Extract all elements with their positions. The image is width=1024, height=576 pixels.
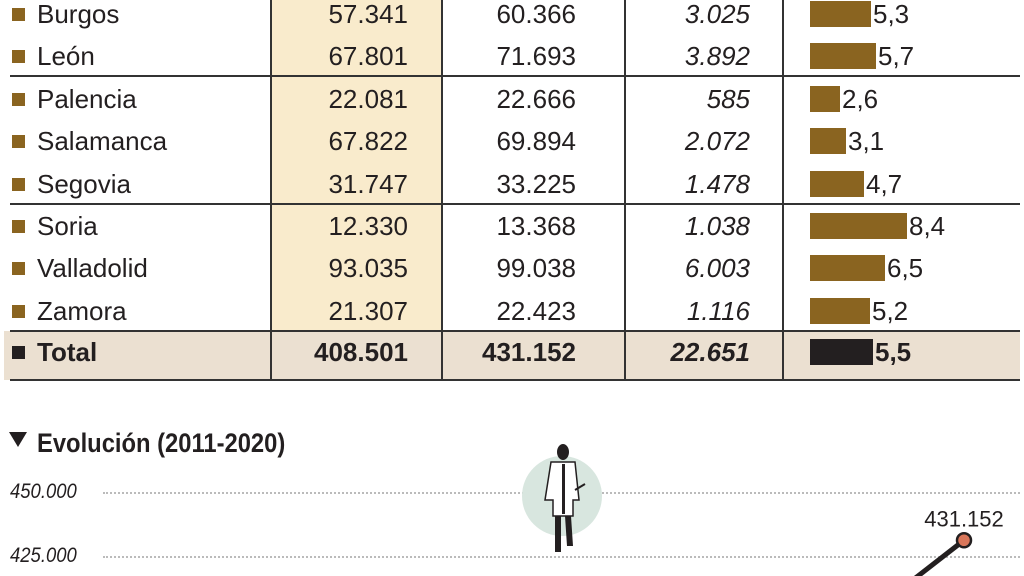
province-name: Segovia [37,168,131,199]
divider [10,379,1020,381]
value-col3: 3.892 [684,41,750,72]
value-col3: 1.478 [684,168,750,199]
value-col1: 22.081 [328,83,408,114]
percent-bar [810,128,846,155]
table-row: Soria 12.330 13.368 1.038 8,4 [0,205,1024,247]
value-col1: 67.801 [328,41,408,72]
highlight-column [270,0,441,331]
square-bullet-icon [12,92,25,106]
province-name: Salamanca [37,126,168,157]
percent-label: 8,4 [909,211,946,241]
percent-bar [810,255,885,282]
value-col2: 13.368 [496,211,576,241]
divider [10,203,1020,205]
table-row: Segovia 31.747 33.225 1.478 4,7 [0,163,1024,205]
percent-label: 5,3 [873,0,910,29]
value-col3: 22.651 [670,337,750,367]
table-row: Burgos 57.341 60.366 3.025 5,3 [0,0,1024,35]
percent-bar [810,170,864,197]
value-col3: 3.025 [684,0,750,29]
divider [10,75,1020,77]
divider [441,0,443,380]
value-col2: 22.666 [496,83,576,114]
value-col2: 431.152 [482,337,576,367]
value-col2: 60.366 [496,0,576,29]
divider [10,330,1020,332]
y-tick-label: 450.000 [10,480,77,503]
table-row: León 67.801 71.693 3.892 5,7 [0,35,1024,77]
value-col1: 93.035 [328,253,408,284]
percent-bar [810,213,907,239]
value-col2: 99.038 [496,253,576,284]
value-col1: 57.341 [328,0,408,29]
value-col1: 21.307 [328,295,408,326]
table-row: Palencia 22.081 22.666 585 2,6 [0,78,1024,120]
y-tick-label: 425.000 [10,544,77,567]
divider [270,0,272,380]
value-col2: 69.894 [496,126,576,157]
province-name: León [37,41,95,72]
province-name: Palencia [37,83,137,114]
percent-label: 2,6 [842,83,879,114]
province-name: Zamora [37,295,127,326]
value-col2: 33.225 [496,168,576,199]
value-col2: 71.693 [496,41,576,72]
square-bullet-icon [12,8,25,21]
percent-label: 5,2 [872,295,909,326]
square-bullet-icon [12,304,25,318]
value-col2: 22.423 [496,295,576,326]
value-col3: 1.038 [684,211,750,241]
square-bullet-icon [12,135,25,149]
doctor-figure-icon [522,444,602,552]
percent-bar [810,85,840,112]
value-col3: 6.003 [684,253,750,284]
percent-bar [810,1,871,27]
table-row: Zamora 21.307 22.423 1.116 5,2 [0,290,1024,332]
province-name: Valladolid [37,253,148,284]
gridline [103,556,1020,558]
triangle-icon [9,432,27,447]
value-col1: 31.747 [328,168,408,199]
value-col3: 1.116 [686,295,750,326]
square-bullet-icon [12,50,25,64]
table-row: Salamanca 67.822 69.894 2.072 3,1 [0,120,1024,162]
percent-bar [810,297,870,324]
value-col1: 408.501 [314,337,408,367]
province-name: Burgos [37,0,120,29]
divider [782,0,784,380]
value-col1: 67.822 [328,126,408,157]
percent-label: 6,5 [887,253,924,284]
value-col3: 2.072 [684,126,750,157]
province-name: Soria [37,211,98,241]
data-label: 431.152 [924,506,1004,531]
value-col1: 12.330 [328,211,408,241]
square-bullet-icon [12,346,25,359]
total-row: Total 408.501 431.152 22.651 5,5 [0,331,1024,373]
percent-label: 5,7 [878,41,915,72]
chart-title: Evolución (2011-2020) [37,428,286,458]
series-line [913,538,966,576]
percent-bar [810,43,876,70]
square-bullet-icon [12,177,25,191]
percent-label: 3,1 [848,126,885,157]
square-bullet-icon [12,262,25,276]
square-bullet-icon [12,220,25,233]
divider [624,0,626,380]
value-col3: 585 [706,83,750,114]
data-point [955,532,973,549]
percent-label: 4,7 [866,168,903,199]
percent-label: 5,5 [875,337,912,367]
province-name: Total [37,337,98,367]
percent-bar [810,339,873,365]
table-row: Valladolid 93.035 99.038 6.003 6,5 [0,247,1024,289]
